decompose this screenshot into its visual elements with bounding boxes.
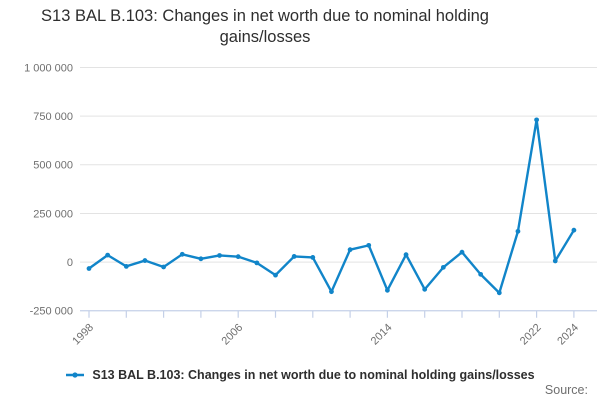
data-point-2020[interactable] [496,290,502,296]
chart-legend: S13 BAL B.103: Changes in net worth due … [0,366,600,384]
chart-title: S13 BAL B.103: Changes in net worth due … [41,7,489,46]
y-axis-tick-label: 750 000 [33,111,73,123]
data-point-2003[interactable] [179,251,185,257]
x-axis-tick-label: 2006 [220,322,246,348]
source-label: Source: [544,383,588,397]
y-axis-tick-label: 250 000 [33,208,73,220]
legend-series-label[interactable]: S13 BAL B.103: Changes in net worth due … [92,368,535,382]
x-axis-tick-label: 2022 [518,322,544,348]
data-point-2019[interactable] [478,271,484,277]
data-point-2002[interactable] [161,264,167,270]
data-point-2014[interactable] [385,287,390,293]
data-point-2006[interactable] [235,254,241,260]
data-point-2010[interactable] [310,255,316,260]
data-point-2005[interactable] [217,253,222,258]
x-axis-tick-label: 2014 [369,322,395,348]
y-axis-tick-label: -250 000 [30,306,73,318]
data-point-2012[interactable] [347,247,353,253]
legend-series-marker-icon [66,372,85,378]
data-point-2021[interactable] [515,228,521,234]
data-point-1999[interactable] [105,252,111,258]
y-axis-tick-label: 0 [67,257,73,269]
data-point-2011[interactable] [329,289,334,295]
data-point-2013[interactable] [366,242,372,248]
data-point-1998[interactable] [86,266,92,271]
data-point-2016[interactable] [422,286,428,292]
data-point-2004[interactable] [198,256,204,262]
x-axis-tick-label: 1998 [70,322,96,348]
data-point-2024[interactable] [571,227,577,233]
data-point-2007[interactable] [254,260,260,266]
y-axis-tick-label: 500 000 [33,160,73,172]
data-point-2015[interactable] [403,252,409,258]
data-point-2017[interactable] [440,264,446,270]
x-axis-tick-label: 2024 [555,322,581,348]
y-axis-tick-label: 1 000 000 [24,62,73,74]
data-point-2018[interactable] [459,249,465,255]
data-point-2000[interactable] [123,263,129,269]
data-point-2023[interactable] [552,258,558,264]
data-point-2008[interactable] [273,272,278,278]
data-point-2001[interactable] [142,258,148,263]
data-point-2022[interactable] [534,117,539,123]
data-point-2009[interactable] [291,254,297,259]
